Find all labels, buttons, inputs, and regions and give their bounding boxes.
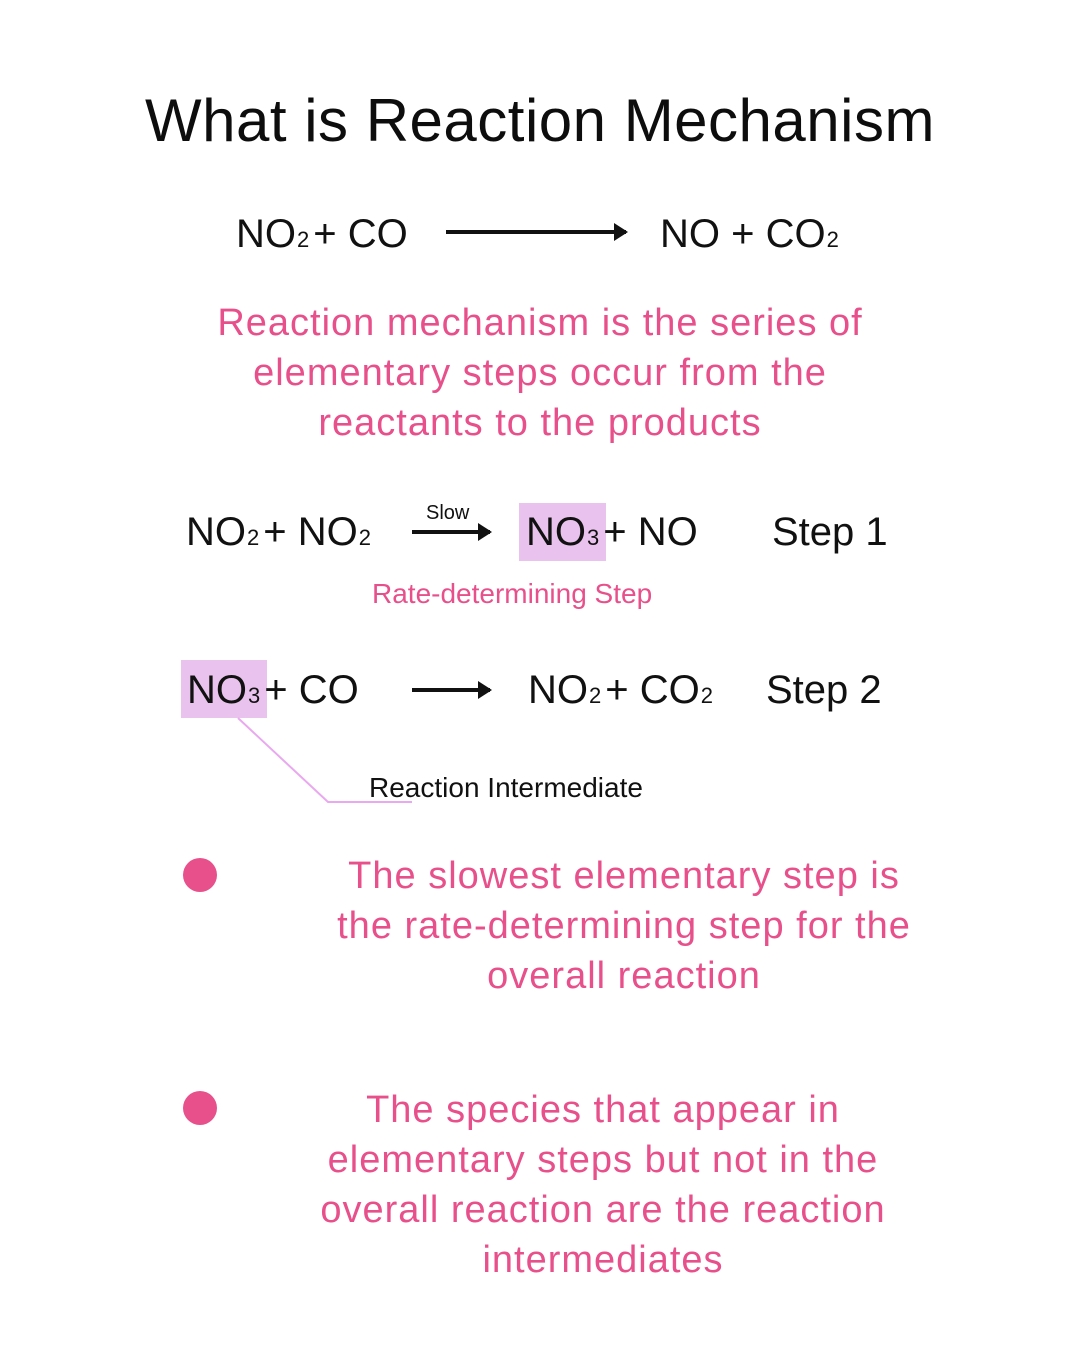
overall-arrow-icon bbox=[446, 223, 628, 241]
reaction-intermediate-note: Reaction Intermediate bbox=[369, 772, 643, 803]
definition-line-2: elementary steps occur from the bbox=[253, 352, 827, 394]
overall-reactants: NO 2 + CO bbox=[236, 212, 408, 256]
overall-reactant-1: NO bbox=[236, 212, 296, 256]
step2-product-1: NO bbox=[528, 668, 588, 712]
step1-arrow-label: Slow bbox=[426, 502, 470, 524]
intermediate-highlight-step2 bbox=[181, 660, 267, 718]
step1-arrow-icon bbox=[412, 523, 492, 541]
bullet-1-text: The slowest elementary step is the rate-… bbox=[337, 855, 911, 997]
step1-product-2: + NO bbox=[603, 510, 698, 554]
step1-label: Step 1 bbox=[772, 510, 888, 554]
step2-products: NO 2 + CO 2 bbox=[528, 668, 713, 712]
rate-determining-note: Rate-determining Step bbox=[372, 578, 653, 609]
step1-product-1: NO bbox=[526, 510, 586, 554]
page-title: What is Reaction Mechanism bbox=[145, 87, 935, 154]
step1-reactant-1: NO bbox=[186, 510, 246, 554]
step2-arrow-icon bbox=[412, 681, 492, 699]
overall-product-1: NO + CO bbox=[660, 212, 826, 256]
step1-products: NO 3 + NO bbox=[526, 510, 698, 554]
bullet-dot-icon bbox=[183, 858, 217, 892]
step2-reactant-1: NO bbox=[187, 668, 247, 712]
definition-text: Reaction mechanism is the series of elem… bbox=[0, 298, 1080, 448]
bullet-dot-icon bbox=[183, 1091, 217, 1125]
step2-reactant-2: + CO bbox=[264, 668, 359, 712]
definition-line-3: reactants to the products bbox=[318, 402, 762, 444]
intermediate-highlight-step1 bbox=[519, 503, 606, 561]
overall-products: NO + CO 2 bbox=[660, 212, 839, 256]
definition-line-1: Reaction mechanism is the series of bbox=[217, 302, 863, 344]
step2-reactants: NO 3 + CO bbox=[187, 668, 359, 712]
bullet-2-text: The species that appear in elementary st… bbox=[320, 1089, 886, 1281]
step1-reactants: NO 2 + NO 2 bbox=[186, 510, 371, 554]
step2-label: Step 2 bbox=[766, 668, 882, 712]
overall-reactant-2: + CO bbox=[313, 212, 408, 256]
step2-product-2: + CO bbox=[605, 668, 700, 712]
step1-reactant-2: + NO bbox=[263, 510, 358, 554]
